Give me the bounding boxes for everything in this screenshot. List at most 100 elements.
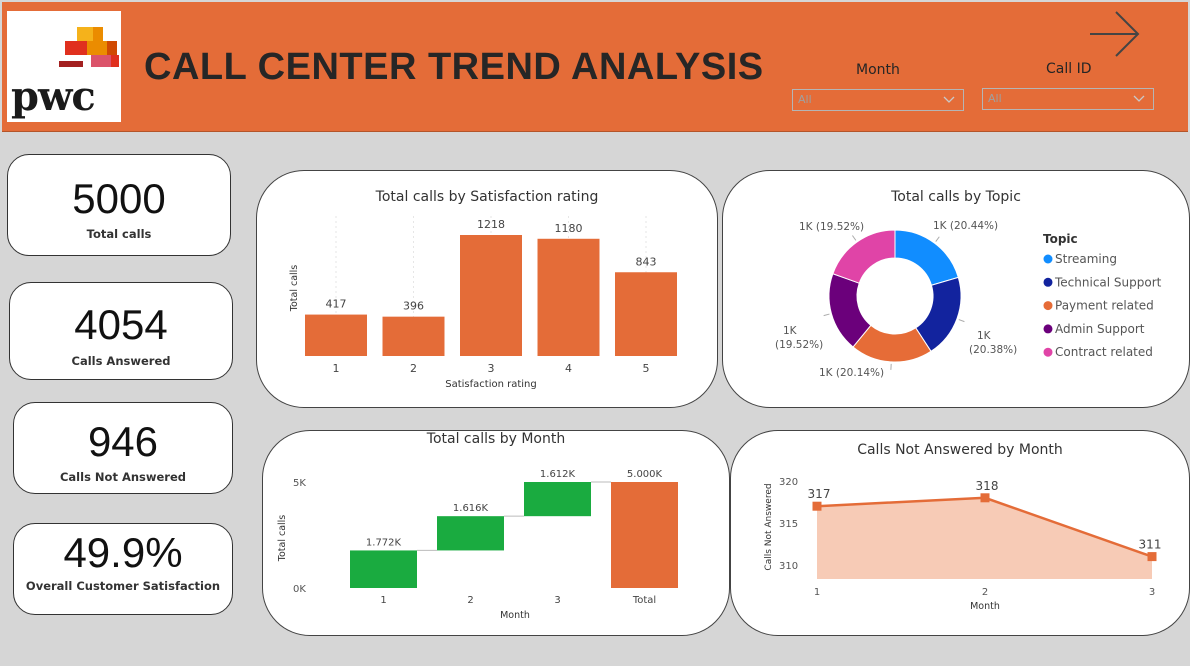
x-tick-label: 1 [814,587,820,598]
x-tick-label: 1 [333,362,340,375]
data-label: 1K (19.52%) [775,325,823,351]
x-tick-label: 2 [982,587,988,598]
kpi-card-calls-not-answered: 946 Calls Not Answered [13,402,233,494]
legend-title: Topic [1043,232,1078,246]
topic-chart-panel: Total calls by Topic 1K (20.44%) 1K (20.38… [722,170,1190,408]
not-answered-chart-panel: Calls Not Answered by Month 317 1 318 2 311 3… [730,430,1190,636]
waterfall-bar [437,516,504,551]
kpi-value: 946 [87,418,159,465]
data-label: 311 [1139,538,1162,552]
chart-title: Total calls by Satisfaction rating [375,189,599,205]
x-axis-label: Month [970,601,1000,612]
logo-mark-icon [59,27,119,67]
x-tick-label: 2 [467,595,473,606]
not-answered-area-chart: 317 1 318 2 311 3 320 315 310 Month Calls Not Answ… [764,477,1162,612]
data-label: 1180 [555,222,583,235]
data-label: 1.612K [540,469,576,480]
data-label: 1K (19.52%) [799,221,864,233]
data-label: 1K (20.14%) [819,367,884,379]
legend-item: Technical Support [1054,275,1162,289]
kpi-label: Calls Answered [71,354,171,368]
area-fill [817,497,1152,579]
data-label: 5.000K [627,469,663,480]
leader-line [852,235,857,241]
header-bar: pwc CALL CENTER TREND ANALYSIS Month All… [2,2,1188,132]
month-filter-dropdown[interactable]: All [792,89,964,111]
y-tick-label: 320 [779,477,798,488]
bar [382,316,445,356]
satisfaction-chart-panel: Total calls by Satisfaction rating 417 1 3… [256,170,718,408]
data-label: 318 [976,479,999,493]
bar [460,235,522,356]
waterfall-bar [524,482,591,517]
month-chart-panel: Total calls by Month 1.772K 1 1.616K 2 1.612… [262,430,730,636]
chart-title: Total calls by Topic [891,189,1021,205]
bar [537,238,600,356]
legend-item: Streaming [1055,252,1117,266]
data-label: 1K (20.38%) [969,330,1017,356]
kpi-card-total-calls: 5000 Total calls [7,154,231,256]
kpi-label: Total calls [86,227,152,241]
donut-slice [894,229,959,286]
satisfaction-bar-chart: 417 1 396 2 1218 3 1180 4 843 5 Satisfaction ratin… [289,216,677,390]
data-label: 417 [326,298,347,311]
x-tick-label: 3 [554,595,560,606]
leader-line [935,236,940,242]
x-axis-label: Satisfaction rating [445,379,537,390]
legend-marker [1043,254,1053,264]
y-axis-label: Total calls [289,265,300,313]
topic-donut-chart: 1K (20.44%) 1K (20.38%) 1K (20.14%) 1K (19.52… [775,220,1162,379]
legend-item: Payment related [1055,299,1154,313]
data-point [980,493,990,503]
x-tick-label: 3 [1149,587,1155,598]
kpi-card-customer-satisfaction: 49.9% Overall Customer Satisfaction [13,523,233,615]
y-tick-label: 5K [293,478,306,489]
call-id-filter-dropdown[interactable]: All [982,88,1154,110]
x-tick-label: 1 [380,595,386,606]
y-axis-label: Calls Not Answered [764,483,774,570]
kpi-card-calls-answered: 4054 Calls Answered [9,282,233,380]
legend-item: Contract related [1055,345,1153,359]
legend-marker [1043,301,1053,311]
kpi-value: 49.9% [63,529,183,576]
data-label: 843 [636,255,657,268]
bar [305,314,367,356]
bar [615,272,677,356]
data-label: 1.772K [366,537,402,548]
waterfall-bar [611,482,678,588]
y-tick-label: 0K [293,584,306,595]
data-label: 1218 [477,218,505,231]
leader-line [958,319,965,323]
chevron-down-icon [943,96,955,103]
x-tick-label: Total [632,595,656,606]
y-axis-label: Total calls [277,515,288,563]
donut-slice [832,229,896,284]
call-id-filter-value: All [988,92,1002,105]
legend-item: Admin Support [1055,322,1145,336]
arrow-right-icon[interactable] [1088,10,1144,60]
data-label: 396 [403,300,424,313]
data-label: 1K (20.44%) [933,220,998,232]
x-tick-label: 3 [488,362,495,375]
chart-title: Total calls by Month [426,431,566,447]
x-axis-label: Month [500,610,530,621]
month-filter-value: All [798,93,812,106]
data-label: 317 [808,487,831,501]
kpi-value: 5000 [72,175,166,222]
y-tick-label: 310 [779,561,798,572]
month-waterfall-chart: 1.772K 1 1.616K 2 1.612K 3 5.000K Total 5K 0K Mont… [277,469,678,621]
x-tick-label: 2 [410,362,417,375]
chart-title: Calls Not Answered by Month [857,442,1063,458]
kpi-label: Calls Not Answered [59,470,187,484]
kpi-label: Overall Customer Satisfaction [25,579,221,593]
data-point [812,501,822,511]
y-tick-label: 315 [779,519,798,530]
data-label: 1.616K [453,503,489,514]
page-title: CALL CENTER TREND ANALYSIS [144,46,764,88]
logo-text: pwc [11,73,96,120]
legend-marker [1043,277,1053,287]
legend-marker [1043,324,1053,334]
kpi-value: 4054 [74,301,168,348]
x-tick-label: 4 [565,362,572,375]
call-id-filter-label: Call ID [1046,61,1092,77]
